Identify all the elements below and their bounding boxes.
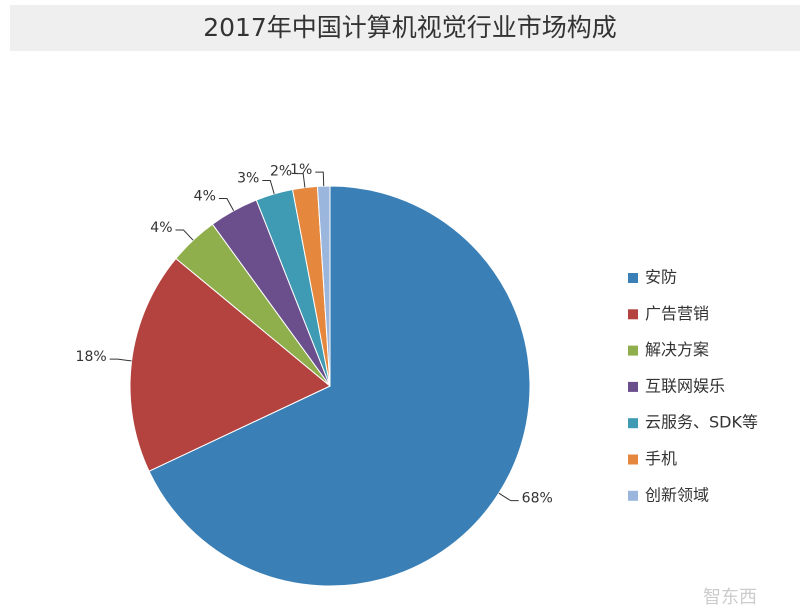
legend-label: 创新领域 [645,485,709,504]
legend-swatch [628,490,638,501]
pie-slice [316,185,331,387]
leader-line [218,197,235,211]
data-label: 1% [290,162,312,178]
data-label: 18% [76,349,107,365]
data-label: 4% [194,188,216,204]
leader-line [295,173,306,188]
legend-label: 安防 [645,268,677,287]
legend-swatch [628,345,638,356]
legend-label: 互联网娱乐 [645,376,725,395]
watermark: 智东西 [703,587,757,608]
legend-label: 云服务、SDK等 [645,413,758,432]
legend-label: 解决方案 [645,340,709,359]
legend-label: 手机 [645,449,677,468]
data-label: 3% [237,170,259,186]
leader-line [315,171,325,187]
pie-slice [148,185,531,587]
leader-line [498,492,519,502]
leader-line [175,229,194,241]
data-label: 2% [270,164,292,180]
legend-swatch [628,454,638,465]
title-bar [10,5,800,51]
legend-label: 广告营销 [645,304,709,323]
data-label: 4% [150,220,172,236]
legend-swatch [628,418,638,429]
data-label: 68% [522,491,553,507]
leader-line [262,179,275,195]
legend-swatch [628,273,638,283]
chart-title: 2017年中国计算机视觉行业市场构成 [203,13,617,42]
legend-swatch [628,381,638,392]
legend-swatch [628,309,638,320]
leader-line [109,358,132,362]
